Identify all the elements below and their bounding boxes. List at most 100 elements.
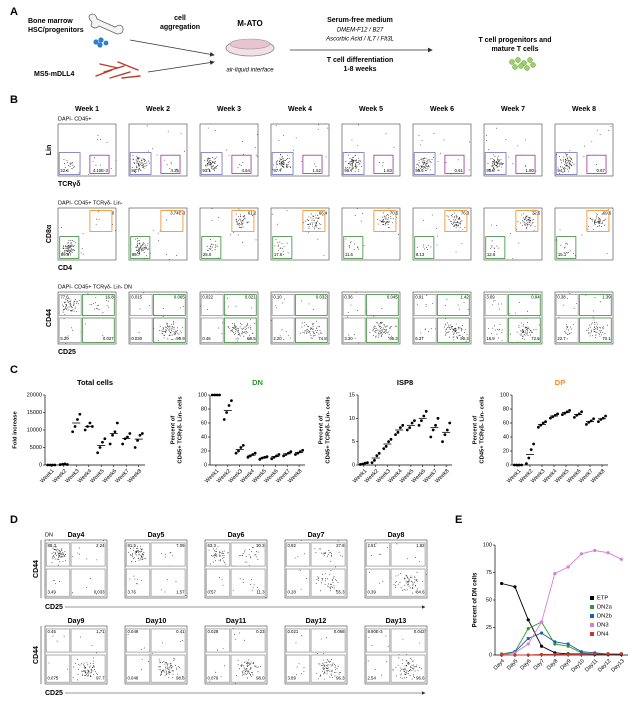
y-tick-label: 0 — [39, 462, 42, 468]
gate — [58, 152, 81, 175]
event-dot — [563, 156, 565, 158]
event-dot — [411, 670, 413, 672]
event-dot — [52, 555, 54, 557]
event-dot — [277, 223, 279, 225]
event-dot — [277, 245, 279, 247]
event-dot — [386, 325, 388, 327]
event-dot — [242, 671, 243, 673]
event-dot — [128, 551, 130, 553]
event-dot — [92, 657, 94, 659]
event-dot — [447, 216, 449, 218]
event-dot — [74, 307, 76, 309]
event-dot — [448, 218, 450, 220]
gate — [152, 317, 186, 343]
event-dot — [247, 662, 248, 664]
gate — [125, 568, 151, 597]
event-dot — [164, 331, 166, 332]
event-dot — [307, 219, 309, 221]
event-dot — [401, 663, 403, 665]
gate-value: 99.3 — [389, 336, 398, 341]
event-dot — [329, 587, 331, 588]
event-dot — [216, 156, 218, 158]
event-dot — [142, 249, 144, 251]
event-dot — [217, 245, 219, 247]
event-dot — [283, 162, 285, 163]
event-dot — [287, 165, 289, 167]
event-dot — [324, 668, 326, 670]
event-dot — [492, 154, 494, 156]
event-dot — [381, 329, 383, 330]
event-dot — [567, 153, 569, 155]
event-dot — [538, 324, 540, 326]
event-dot — [418, 160, 420, 162]
event-dot — [175, 331, 177, 333]
event-dot — [215, 166, 217, 168]
event-dot — [382, 580, 384, 582]
event-dot — [282, 164, 284, 165]
event-dot — [315, 583, 317, 585]
event-dot — [59, 556, 61, 558]
event-dot — [392, 218, 394, 220]
event-dot — [354, 165, 356, 167]
event-dot — [529, 219, 530, 221]
event-dot — [459, 218, 461, 220]
stroma-text: MS5-mDLL4 — [34, 71, 75, 78]
event-dot — [166, 323, 168, 325]
event-dot — [349, 158, 351, 160]
gate-value: 0.92 — [287, 543, 296, 548]
event-dot — [137, 247, 139, 249]
event-dot — [72, 240, 74, 241]
event-dot — [251, 590, 253, 592]
event-dot — [304, 330, 306, 332]
event-dot — [315, 225, 317, 227]
event-dot — [143, 166, 145, 167]
event-dot — [244, 331, 246, 333]
event-dot — [325, 668, 327, 670]
gate — [365, 628, 391, 653]
event-dot — [218, 553, 220, 555]
event-dot — [252, 332, 254, 334]
event-dot — [323, 671, 325, 673]
event-dot — [225, 313, 227, 315]
event-dot — [137, 159, 139, 161]
event-dot — [241, 328, 243, 330]
event-dot — [84, 670, 86, 672]
event-dot — [354, 163, 356, 165]
event-dot — [591, 219, 592, 220]
event-dot — [214, 555, 216, 557]
event-dot — [305, 330, 307, 332]
event-dot — [380, 336, 382, 338]
event-dot — [374, 328, 376, 329]
event-dot — [406, 653, 408, 655]
event-dot — [432, 303, 434, 305]
event-dot — [178, 667, 180, 668]
event-dot — [321, 332, 322, 334]
event-dot — [349, 161, 351, 163]
event-dot — [235, 332, 237, 334]
event-dot — [238, 219, 239, 221]
event-dot — [329, 583, 331, 585]
gate — [436, 317, 470, 343]
data-point — [222, 418, 226, 421]
event-dot — [166, 579, 168, 581]
event-dot — [63, 635, 65, 637]
gate — [150, 542, 186, 567]
event-dot — [257, 587, 259, 589]
event-dot — [136, 551, 138, 553]
event-dot — [134, 162, 135, 164]
event-dot — [237, 332, 239, 334]
event-dot — [382, 331, 384, 333]
event-dot — [64, 551, 66, 553]
event-dot — [246, 561, 248, 563]
data-point — [230, 399, 233, 402]
event-dot — [379, 330, 381, 332]
event-dot — [275, 305, 277, 306]
event-dot — [141, 249, 143, 251]
event-dot — [422, 165, 424, 167]
event-dot — [565, 331, 567, 333]
series-marker — [539, 644, 544, 648]
event-dot — [136, 249, 138, 251]
event-dot — [94, 308, 96, 310]
event-dot — [244, 217, 245, 219]
event-dot — [415, 584, 417, 586]
